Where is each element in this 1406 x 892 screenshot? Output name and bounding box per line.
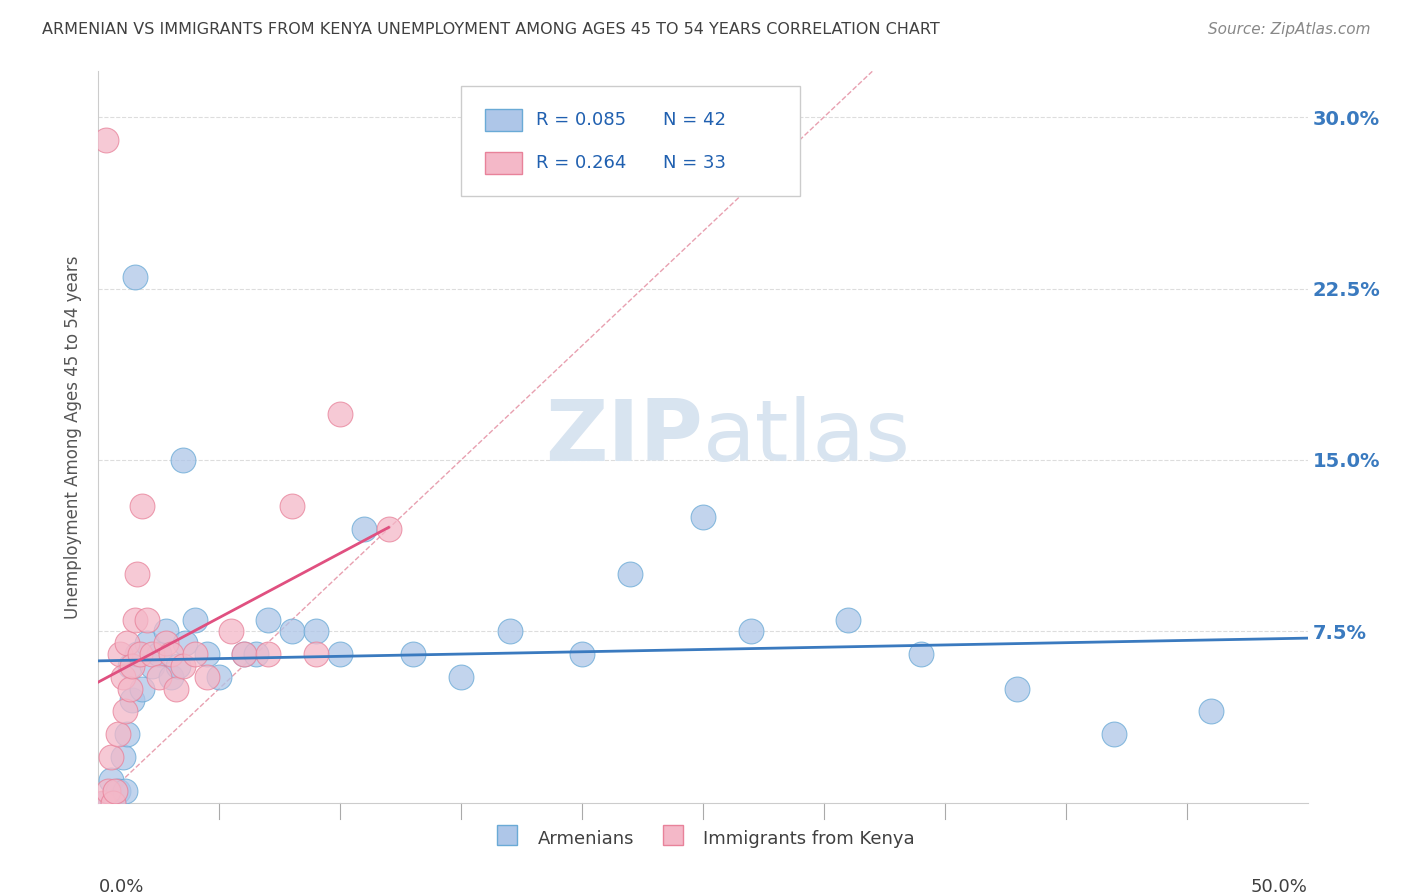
Point xyxy=(131,681,153,696)
Point xyxy=(148,670,170,684)
Point xyxy=(377,521,399,535)
Point xyxy=(281,499,304,513)
Point xyxy=(160,670,183,684)
Text: R = 0.264: R = 0.264 xyxy=(536,154,627,172)
Point xyxy=(108,647,131,661)
Point xyxy=(117,636,139,650)
Point xyxy=(619,567,641,582)
Text: Source: ZipAtlas.com: Source: ZipAtlas.com xyxy=(1208,22,1371,37)
Point xyxy=(353,521,375,535)
Point xyxy=(450,670,472,684)
Point xyxy=(128,647,150,661)
Point xyxy=(165,681,187,696)
Point xyxy=(184,613,207,627)
Point xyxy=(1102,727,1125,741)
Point xyxy=(155,636,177,650)
Point xyxy=(329,647,352,661)
Point xyxy=(114,705,136,719)
Point xyxy=(837,613,859,627)
Text: N = 42: N = 42 xyxy=(664,112,725,129)
Point xyxy=(100,772,122,787)
Point xyxy=(118,681,141,696)
Point xyxy=(910,647,932,661)
Point xyxy=(111,750,134,764)
Y-axis label: Unemployment Among Ages 45 to 54 years: Unemployment Among Ages 45 to 54 years xyxy=(65,255,83,619)
Point xyxy=(155,624,177,639)
Text: N = 33: N = 33 xyxy=(664,154,725,172)
Point xyxy=(256,613,278,627)
Point xyxy=(195,647,218,661)
Point xyxy=(571,647,593,661)
Point xyxy=(208,670,231,684)
Point xyxy=(1199,705,1222,719)
Point xyxy=(121,658,143,673)
Point xyxy=(94,796,117,810)
Point xyxy=(124,613,146,627)
Text: ARMENIAN VS IMMIGRANTS FROM KENYA UNEMPLOYMENT AMONG AGES 45 TO 54 YEARS CORRELA: ARMENIAN VS IMMIGRANTS FROM KENYA UNEMPL… xyxy=(42,22,941,37)
Point xyxy=(107,784,129,798)
Point xyxy=(101,796,124,810)
Point xyxy=(498,624,520,639)
Text: atlas: atlas xyxy=(703,395,911,479)
Point xyxy=(141,647,163,661)
Point xyxy=(172,658,194,673)
Point xyxy=(256,647,278,661)
Point xyxy=(127,567,149,582)
Point xyxy=(232,647,254,661)
Point xyxy=(127,647,149,661)
Point xyxy=(329,407,352,421)
Point xyxy=(94,133,117,147)
Point xyxy=(101,796,124,810)
Point xyxy=(195,670,218,684)
Point xyxy=(111,670,134,684)
Point xyxy=(107,727,129,741)
Text: 50.0%: 50.0% xyxy=(1251,879,1308,892)
FancyBboxPatch shape xyxy=(485,153,522,174)
FancyBboxPatch shape xyxy=(485,110,522,131)
Point xyxy=(402,647,425,661)
Point xyxy=(692,510,714,524)
Point xyxy=(740,624,762,639)
Point xyxy=(124,270,146,285)
Point xyxy=(135,613,157,627)
Point xyxy=(135,636,157,650)
Point xyxy=(1007,681,1029,696)
Text: R = 0.085: R = 0.085 xyxy=(536,112,626,129)
Point xyxy=(117,727,139,741)
Point xyxy=(160,647,183,661)
Point xyxy=(305,647,328,661)
FancyBboxPatch shape xyxy=(461,86,800,195)
Point xyxy=(245,647,267,661)
Point xyxy=(91,796,114,810)
Point xyxy=(221,624,243,639)
Point xyxy=(114,784,136,798)
Point xyxy=(305,624,328,639)
Text: 0.0%: 0.0% xyxy=(98,879,143,892)
Point xyxy=(141,658,163,673)
Point xyxy=(232,647,254,661)
Point xyxy=(184,647,207,661)
Point xyxy=(148,647,170,661)
Point xyxy=(97,784,120,798)
Point xyxy=(172,453,194,467)
Point xyxy=(131,499,153,513)
Point xyxy=(167,658,190,673)
Text: ZIP: ZIP xyxy=(546,395,703,479)
Point xyxy=(281,624,304,639)
Point xyxy=(100,750,122,764)
Point xyxy=(104,784,127,798)
Point xyxy=(174,636,197,650)
Point xyxy=(121,693,143,707)
Legend: Armenians, Immigrants from Kenya: Armenians, Immigrants from Kenya xyxy=(484,820,922,856)
Point xyxy=(118,658,141,673)
